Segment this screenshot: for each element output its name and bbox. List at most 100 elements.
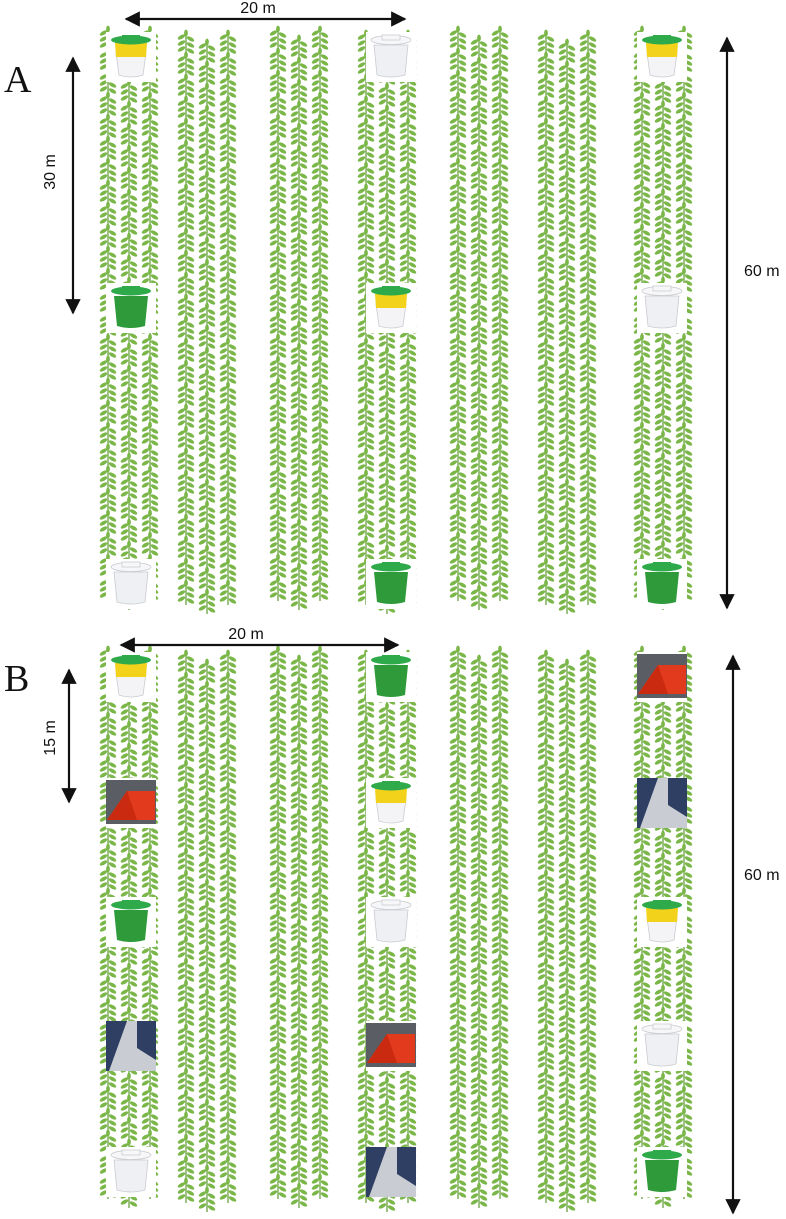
plant-icon [449,267,467,293]
plant-icon [357,337,375,363]
plant-icon [141,1085,159,1111]
plant-icon [290,342,308,368]
plant-icon [633,509,651,535]
plant-icon [311,821,329,847]
plant-icon [558,812,576,838]
plant-icon [290,408,308,434]
plant-icon [579,979,597,1005]
plant-icon [579,913,597,939]
plant-icon [290,254,308,280]
plant-icon [654,430,672,456]
plant-icon [290,210,308,236]
plant-icon [269,667,287,693]
plant-icon [537,869,555,895]
plant-icon [470,276,488,302]
plant-icon [470,698,488,724]
plant-icon [269,135,287,161]
plant-icon [219,293,237,319]
plant-icon [537,183,555,209]
plant-icon [198,658,216,684]
plant-icon [311,531,329,557]
plant-icon [198,346,216,372]
plant-icon [675,377,693,403]
plant-icon [198,126,216,152]
plant-icon [399,183,417,209]
plant-icon [399,425,417,451]
plant-icon [449,399,467,425]
plant-icon [654,78,672,104]
plant-icon [141,91,159,117]
plant-icon [537,249,555,275]
plant-icon [537,271,555,297]
plant-icon [120,342,138,368]
plant-icon [269,91,287,117]
plant-icon [654,1116,672,1142]
plant-icon [579,759,597,785]
plant-icon [219,671,237,697]
plant-icon [219,1045,237,1071]
plant-icon [219,271,237,297]
plant-icon [290,56,308,82]
plant-icon [537,1045,555,1071]
plant-icon [491,245,509,271]
plant-icon [537,715,555,741]
plant-icon [558,900,576,926]
plant-icon [537,557,555,583]
plant-icon [219,693,237,719]
plant-icon [399,117,417,143]
plant-icon [449,421,467,447]
plant-icon [558,746,576,772]
plant-icon [177,979,195,1005]
plant-icon [311,179,329,205]
plant-icon [99,487,117,513]
plant-icon [219,1111,237,1137]
plant-icon [654,144,672,170]
plant-icon [141,997,159,1023]
plant-icon [579,1001,597,1027]
plant-icon [579,1045,597,1071]
plant-icon [449,487,467,513]
plant-icon [675,1085,693,1111]
plant-icon [198,434,216,460]
plant-icon [177,957,195,983]
plant-icon [491,1107,509,1133]
plant-icon [357,249,375,275]
plant-icon [399,1089,417,1115]
plant-icon [470,918,488,944]
plant-icon [141,509,159,535]
white-bucket-trap-icon [106,559,156,609]
plant-icon [579,781,597,807]
plant-icon [311,865,329,891]
plant-icon [177,271,195,297]
plant-icon [579,649,597,675]
plant-icon [470,830,488,856]
plant-icon [99,465,117,491]
plant-icon [449,509,467,535]
plant-icon [311,777,329,803]
plant-icon [269,1019,287,1045]
plant-icon [177,1067,195,1093]
plant-icon [357,183,375,209]
plant-icon [558,922,576,948]
plant-icon [558,60,576,86]
plant-icon [491,887,509,913]
plant-icon [177,1045,195,1071]
plant-icon [558,1054,576,1080]
plant-icon [579,803,597,829]
panel-a-spacing-label: 30 m [42,154,59,190]
plant-icon [470,1094,488,1120]
plant-icon [177,693,195,719]
plant-icon [269,399,287,425]
plant-icon [357,139,375,165]
green-bucket-trap-icon [637,1147,687,1197]
plant-icon [99,91,117,117]
plant-icon [449,711,467,737]
plant-icon [675,245,693,271]
plant-icon [120,720,138,746]
plant-icon [219,957,237,983]
plant-icon [633,157,651,183]
plant-icon [579,737,597,763]
plant-icon [675,465,693,491]
plant-icon [558,324,576,350]
